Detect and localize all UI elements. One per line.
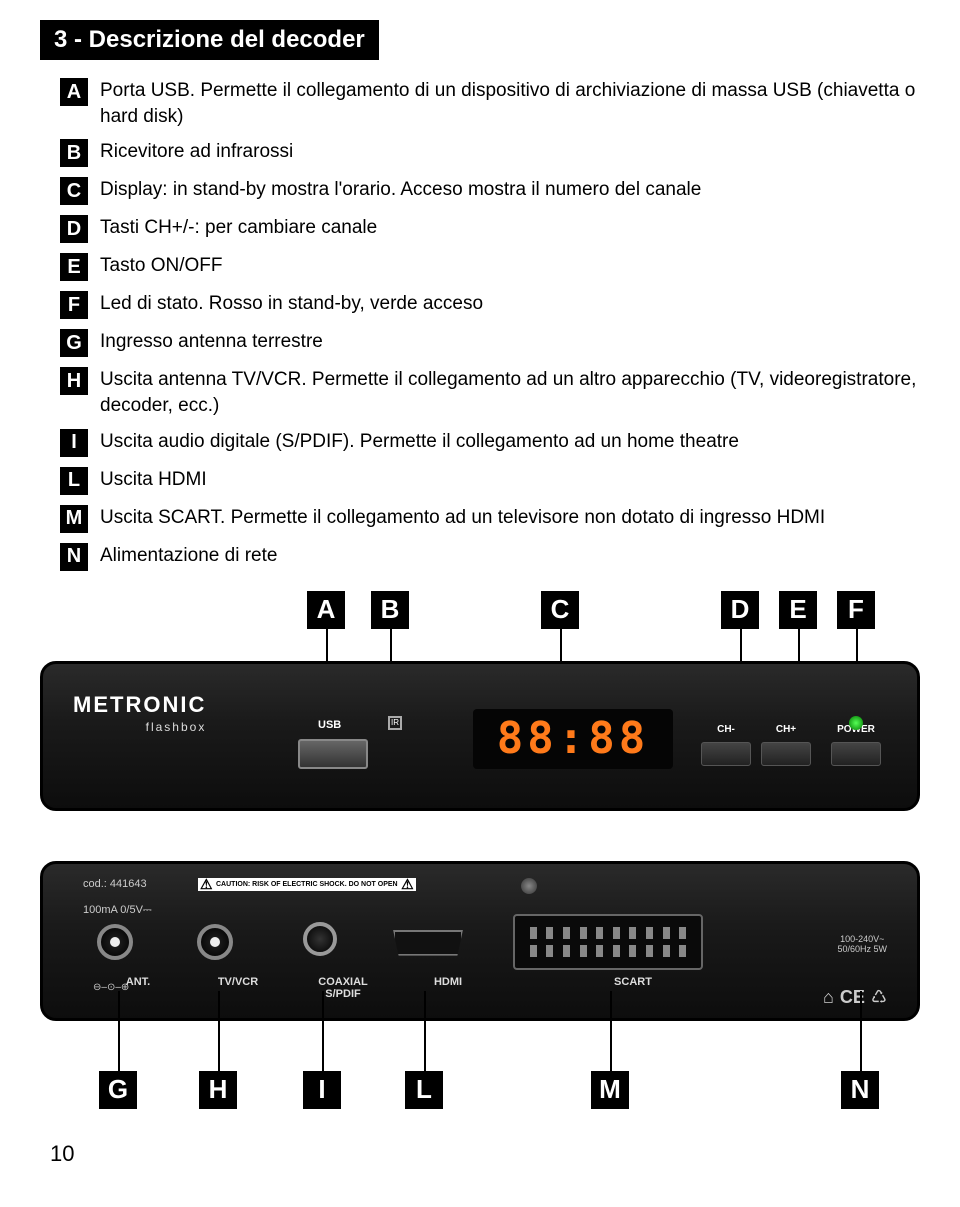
ch-minus-label: CH- bbox=[701, 724, 751, 735]
brand-subtitle: flashbox bbox=[73, 720, 206, 734]
legend-item: N Alimentazione di rete bbox=[60, 543, 920, 571]
callout-line bbox=[218, 991, 220, 1071]
legend-text: Uscita audio digitale (S/PDIF). Permette… bbox=[100, 429, 920, 455]
legend-text: Uscita SCART. Permette il collegamento a… bbox=[100, 505, 920, 531]
legend-text: Led di stato. Rosso in stand-by, verde a… bbox=[100, 291, 920, 317]
port-label: COAXIALS/PDIF bbox=[303, 976, 383, 1000]
legend-letter: C bbox=[60, 177, 88, 205]
ch-plus-button[interactable] bbox=[761, 742, 811, 766]
legend-item: G Ingresso antenna terrestre bbox=[60, 329, 920, 357]
page-number: 10 bbox=[40, 1141, 920, 1167]
callout-label: B bbox=[371, 591, 409, 629]
section-title: 3 - Descrizione del decoder bbox=[40, 20, 379, 60]
front-callouts: AB C DEF bbox=[40, 591, 920, 661]
port-label: HDMI bbox=[408, 976, 488, 988]
legend-letter: D bbox=[60, 215, 88, 243]
legend-text: Ingresso antenna terrestre bbox=[100, 329, 920, 355]
port-label: SCART bbox=[593, 976, 673, 988]
ch-plus-label: CH+ bbox=[761, 724, 811, 735]
legend-item: B Ricevitore ad infrarossi bbox=[60, 139, 920, 167]
callout-line bbox=[424, 991, 426, 1071]
legend-letter: L bbox=[60, 467, 88, 495]
caution-label: CAUTION: RISK OF ELECTRIC SHOCK. DO NOT … bbox=[198, 878, 416, 891]
brand-block: METRONIC flashbox bbox=[73, 692, 206, 734]
spdif-port bbox=[303, 922, 337, 956]
callout-label: M bbox=[591, 1071, 629, 1109]
hdmi-port bbox=[393, 930, 463, 956]
port-label: ANT. bbox=[98, 976, 178, 988]
callout-label: N bbox=[841, 1071, 879, 1109]
weee-icon: ♺ bbox=[871, 987, 887, 1008]
product-code: cod.: 441643 bbox=[83, 878, 147, 890]
legend-text: Tasti CH+/-: per cambiare canale bbox=[100, 215, 920, 241]
tv-vcr-out-port bbox=[197, 924, 233, 960]
legend-item: H Uscita antenna TV/VCR. Permette il coll… bbox=[60, 367, 920, 418]
amperage-label: 100mA 0/5V⎓ bbox=[83, 904, 152, 917]
callout-line bbox=[610, 991, 612, 1071]
legend-letter: H bbox=[60, 367, 88, 395]
legend-letter: A bbox=[60, 78, 88, 106]
decoder-front-panel: METRONIC flashbox USB IR 88:88 CH- CH+ P… bbox=[40, 661, 920, 811]
legend-text: Porta USB. Permette il collegamento di u… bbox=[100, 78, 920, 129]
callout-line bbox=[860, 991, 862, 1071]
legend-item: C Display: in stand-by mostra l'orario. A… bbox=[60, 177, 920, 205]
legend-item: E Tasto ON/OFF bbox=[60, 253, 920, 281]
callout-label: L bbox=[405, 1071, 443, 1109]
rear-callouts: GHILMN bbox=[40, 1031, 920, 1121]
legend-letter: E bbox=[60, 253, 88, 281]
callout-label: G bbox=[99, 1071, 137, 1109]
port-label: TV/VCR bbox=[198, 976, 278, 988]
callout-line bbox=[322, 991, 324, 1071]
legend-letter: M bbox=[60, 505, 88, 533]
legend-text: Uscita HDMI bbox=[100, 467, 920, 493]
legend-item: I Uscita audio digitale (S/PDIF). Permett… bbox=[60, 429, 920, 457]
segment-display: 88:88 bbox=[473, 709, 673, 769]
legend-text: Tasto ON/OFF bbox=[100, 253, 920, 279]
legend-letter: N bbox=[60, 543, 88, 571]
callout-label: F bbox=[837, 591, 875, 629]
screw-icon bbox=[521, 878, 537, 894]
status-led-icon bbox=[849, 716, 863, 730]
legend-letter: I bbox=[60, 429, 88, 457]
legend-text: Display: in stand-by mostra l'orario. Ac… bbox=[100, 177, 920, 203]
brand-name: METRONIC bbox=[73, 692, 206, 718]
legend-letter: F bbox=[60, 291, 88, 319]
legend-item: A Porta USB. Permette il collegamento di … bbox=[60, 78, 920, 129]
antenna-in-port bbox=[97, 924, 133, 960]
usb-port bbox=[298, 739, 368, 769]
callout-label: E bbox=[779, 591, 817, 629]
callout-line bbox=[118, 991, 120, 1071]
legend-list: A Porta USB. Permette il collegamento di … bbox=[40, 78, 920, 571]
ir-receiver-icon: IR bbox=[388, 716, 402, 730]
ch-minus-button[interactable] bbox=[701, 742, 751, 766]
legend-letter: G bbox=[60, 329, 88, 357]
callout-label: D bbox=[721, 591, 759, 629]
legend-text: Alimentazione di rete bbox=[100, 543, 920, 569]
legend-text: Ricevitore ad infrarossi bbox=[100, 139, 920, 165]
scart-port bbox=[513, 914, 703, 970]
legend-letter: B bbox=[60, 139, 88, 167]
power-button[interactable] bbox=[831, 742, 881, 766]
callout-label: A bbox=[307, 591, 345, 629]
callout-label: C bbox=[541, 591, 579, 629]
legend-item: F Led di stato. Rosso in stand-by, verde … bbox=[60, 291, 920, 319]
power-spec: 100-240V~50/60Hz 5W bbox=[837, 934, 887, 954]
legend-item: M Uscita SCART. Permette il collegamento … bbox=[60, 505, 920, 533]
decoder-rear-panel: cod.: 441643 100mA 0/5V⎓ CAUTION: RISK O… bbox=[40, 861, 920, 1021]
legend-item: L Uscita HDMI bbox=[60, 467, 920, 495]
compliance-icons: ⌂ CE ♺ bbox=[823, 987, 887, 1008]
callout-label: I bbox=[303, 1071, 341, 1109]
usb-label: USB bbox=[318, 719, 341, 731]
legend-text: Uscita antenna TV/VCR. Permette il colle… bbox=[100, 367, 920, 418]
legend-item: D Tasti CH+/-: per cambiare canale bbox=[60, 215, 920, 243]
house-icon: ⌂ bbox=[823, 987, 834, 1008]
callout-label: H bbox=[199, 1071, 237, 1109]
